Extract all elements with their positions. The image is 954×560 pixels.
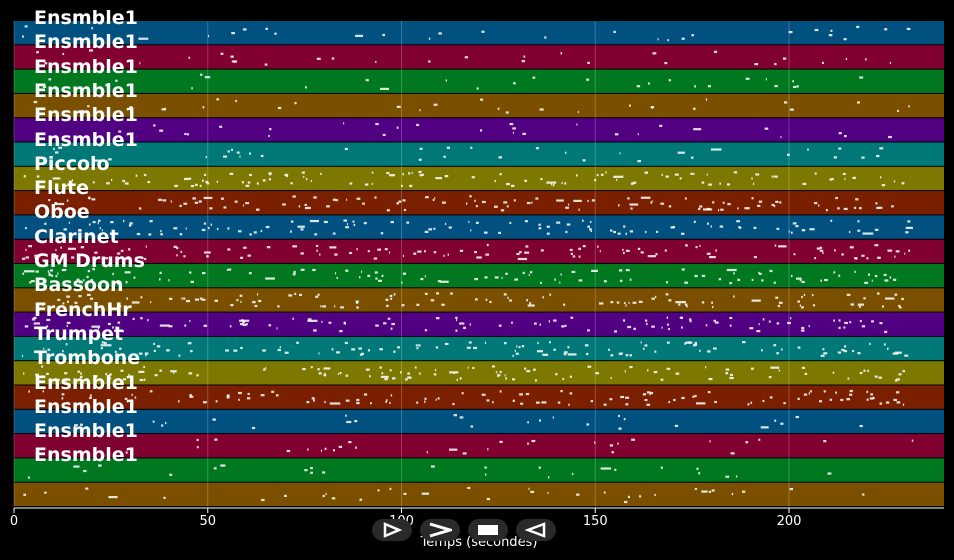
stop-icon [478, 525, 498, 535]
track-label: Clarinet [34, 225, 119, 248]
track-label: Ensmble1 [34, 395, 138, 418]
track-label: Ensmble1 [34, 128, 138, 151]
x-tick-label: 50 [199, 514, 217, 529]
track-lane[interactable] [14, 142, 944, 166]
track-lane[interactable] [14, 312, 944, 336]
track-lane[interactable] [14, 434, 944, 458]
track-lane[interactable] [14, 361, 944, 385]
stop-button[interactable] [468, 519, 508, 541]
track-label: GM Drums [34, 250, 145, 272]
track-label: Bassoon [34, 274, 124, 297]
track-label: Ensmble1 [34, 371, 138, 394]
track-label: Ensmble1 [34, 31, 138, 54]
track-label: Ensmble1 [34, 104, 138, 127]
track-label: Ensmble1 [34, 55, 138, 78]
track-lane[interactable] [14, 191, 944, 215]
track-lane[interactable] [14, 118, 944, 142]
track-lane[interactable] [14, 166, 944, 191]
track-lane[interactable] [14, 264, 944, 288]
x-tick-label: 150 [582, 514, 608, 529]
x-tick-label: 200 [776, 514, 802, 529]
track-label: Trumpet [34, 322, 124, 345]
chevron-right-icon [429, 522, 452, 538]
play-outline-icon [383, 522, 402, 538]
track-label: Ensmble1 [34, 7, 138, 29]
track-lane[interactable] [14, 45, 944, 69]
rewind-button[interactable] [516, 519, 556, 541]
track-lane[interactable] [14, 458, 944, 482]
track-lane[interactable] [14, 409, 944, 434]
track-label: Ensmble1 [34, 420, 138, 443]
track-lane[interactable] [14, 93, 944, 118]
forward-button[interactable] [420, 519, 460, 541]
track-lane[interactable] [14, 288, 944, 312]
track-lane[interactable] [14, 336, 944, 361]
track-lane[interactable] [14, 385, 944, 409]
track-lane[interactable] [14, 21, 944, 45]
track-label: Oboe [34, 201, 90, 224]
track-label: Piccolo [34, 152, 110, 175]
track-label: Ensmble1 [34, 79, 138, 102]
track-label: Flute [34, 177, 89, 200]
track-label: Trombone [34, 347, 141, 370]
x-tick-label: 0 [9, 514, 19, 529]
track-lane[interactable] [14, 482, 944, 506]
track-label: Ensmble1 [34, 444, 138, 467]
track-label: FrenchHr [34, 298, 132, 321]
track-lane[interactable] [14, 239, 944, 263]
track-lane[interactable] [14, 69, 944, 93]
play-button[interactable] [372, 519, 412, 541]
rewind-outline-icon [525, 522, 546, 538]
track-lane[interactable] [14, 215, 944, 239]
